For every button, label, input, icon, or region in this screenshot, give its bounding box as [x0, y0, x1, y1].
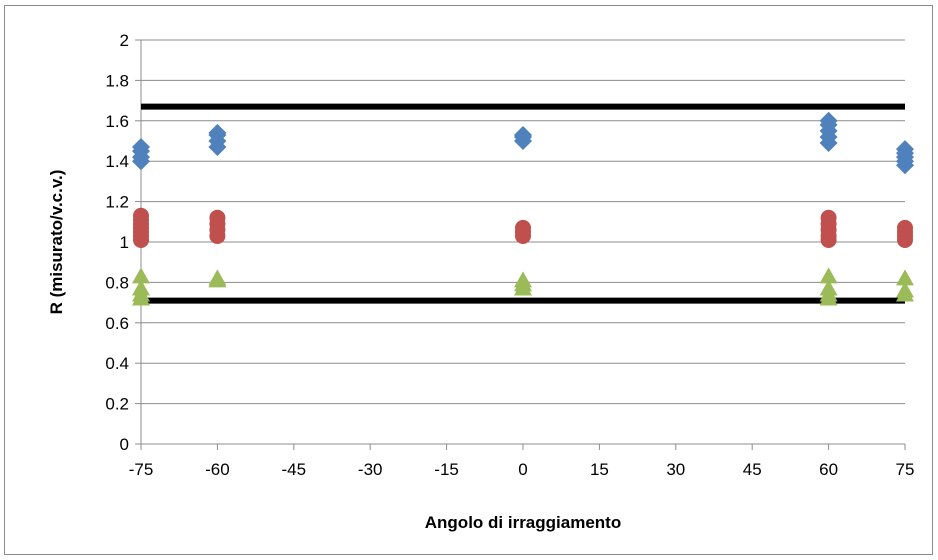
triangle-point — [132, 267, 150, 284]
y-tick-label: 1.4 — [105, 152, 129, 171]
circle-point — [897, 219, 913, 236]
triangle-point — [896, 281, 914, 298]
y-tick-label: 1.6 — [105, 112, 129, 131]
diamond-point — [208, 123, 227, 142]
triangle-point — [819, 279, 838, 296]
y-tick-label: 0.2 — [105, 395, 129, 414]
x-tick-label: 45 — [743, 460, 762, 479]
tick-labels: 0 0.2 0.4 0.6 0.8 1 1.2 1.4 1.6 1.8 2 -75 -60 -45 -30 -… — [105, 31, 914, 479]
circle-point — [515, 219, 531, 236]
x-tick-label: -15 — [434, 460, 459, 479]
triangle-point — [132, 279, 150, 296]
diamond-point — [514, 125, 532, 144]
x-tick-label: 60 — [819, 460, 838, 479]
x-tick-label: 0 — [518, 460, 527, 479]
data-points — [132, 111, 914, 306]
y-tick-label: 0.8 — [105, 273, 129, 292]
x-tick-label: 75 — [896, 460, 915, 479]
x-tick-label: 15 — [590, 460, 609, 479]
circle-point — [209, 209, 226, 226]
x-tick-label: -30 — [358, 460, 383, 479]
x-tick-label: -60 — [205, 460, 230, 479]
triangle-point — [208, 269, 227, 286]
axes — [135, 39, 906, 450]
chart-frame — [4, 5, 933, 555]
circle-point — [820, 209, 837, 226]
gridlines — [141, 39, 905, 405]
y-tick-label: 1.2 — [105, 193, 129, 212]
y-tick-label: 0 — [120, 435, 129, 454]
x-tick-label: 30 — [666, 460, 685, 479]
triangle-point — [819, 267, 838, 284]
y-tick-label: 1 — [120, 233, 129, 252]
y-tick-label: 0.4 — [105, 354, 129, 373]
circle-point — [133, 207, 149, 224]
x-tick-label: -75 — [129, 460, 154, 479]
x-axis-title: Angolo di irraggiamento — [425, 513, 621, 532]
diamond-point — [819, 111, 838, 130]
y-axis-title: R (misurato/v.c.v.) — [47, 170, 66, 315]
y-tick-label: 1.8 — [105, 71, 129, 90]
triangle-point — [514, 271, 532, 288]
diamond-point — [132, 138, 150, 157]
x-tick-label: -45 — [282, 460, 307, 479]
reference-lines — [141, 103, 905, 304]
y-tick-label: 0.6 — [105, 314, 129, 333]
triangle-point — [896, 269, 914, 286]
diamond-point — [896, 140, 914, 159]
y-tick-label: 2 — [120, 31, 129, 50]
